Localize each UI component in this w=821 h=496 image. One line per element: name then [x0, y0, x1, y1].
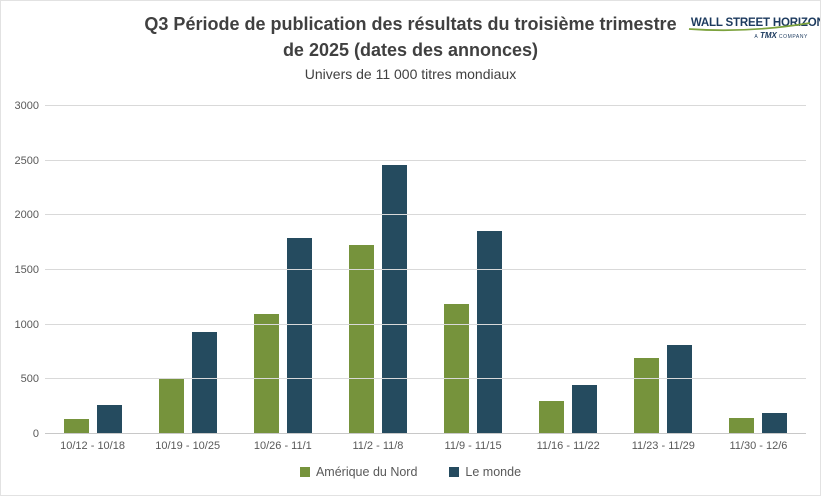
- legend-swatch: [449, 467, 460, 477]
- logo-tagline: A TMX COMPANY: [686, 31, 808, 40]
- logo-tagline-a: A: [754, 34, 760, 40]
- bar-le-monde: [96, 405, 122, 434]
- legend: Amérique du Nord Le monde: [1, 465, 820, 479]
- logo-tagline-tmx: TMX: [760, 31, 777, 40]
- bar-group: [711, 106, 806, 434]
- legend-item: Le monde: [449, 465, 521, 479]
- title-block: Q3 Période de publication des résultats …: [1, 11, 820, 83]
- bar-group: [140, 106, 235, 434]
- gridline: [45, 378, 806, 380]
- y-axis-tick-label: 500: [20, 373, 39, 386]
- x-axis-label: 10/19 - 10/25: [155, 440, 221, 452]
- gridline: [45, 105, 806, 106]
- wall-street-horizon-logo: WALL STREET HORIZON A TMX COMPANY: [686, 15, 820, 40]
- legend-item: Amérique du Nord: [299, 465, 418, 479]
- bar-group: [616, 106, 711, 434]
- legend-swatch: [299, 467, 310, 477]
- bar-le-monde: [286, 238, 312, 434]
- bar-am-rique-du-nord: [444, 303, 470, 434]
- x-axis-label: 10/12 - 10/18: [60, 440, 125, 452]
- bar-groups: [45, 106, 806, 434]
- gridline: [45, 269, 806, 270]
- bar-le-monde: [667, 344, 693, 434]
- legend-label: Le monde: [465, 465, 522, 479]
- bar-am-rique-du-nord: [539, 401, 565, 434]
- x-axis-label: 11/2 - 11/8: [352, 440, 404, 452]
- bar-am-rique-du-nord: [634, 358, 660, 434]
- bar-am-rique-du-nord: [253, 314, 279, 434]
- bar-le-monde: [572, 384, 598, 434]
- bar-le-monde: [191, 331, 217, 434]
- x-axis-label: 10/26 - 11/1: [253, 440, 312, 452]
- y-axis-tick-label: 0: [32, 428, 39, 440]
- bar-am-rique-du-nord: [348, 245, 374, 434]
- y-axis-tick-label: 1000: [14, 318, 39, 331]
- y-axis-labels: 0 500 1000 1500 2000 2500 3000: [1, 100, 39, 440]
- bar-am-rique-du-nord: [158, 378, 184, 434]
- x-axis-label: 11/9 - 11/15: [444, 440, 502, 452]
- bar-group: [235, 106, 330, 434]
- bar-group: [521, 106, 616, 434]
- logo-tagline-company: COMPANY: [776, 34, 808, 40]
- logo-brand-label: WALL STREET HORIZON: [690, 15, 821, 29]
- bar-am-rique-du-nord: [729, 417, 755, 434]
- bar-group: [426, 106, 521, 434]
- x-axis-labels: 10/12 - 10/18 10/19 - 10/25 10/26 - 11/1 11…: [45, 440, 806, 452]
- x-axis-line: [45, 433, 806, 434]
- y-axis-tick-label: 2500: [14, 154, 39, 167]
- gridline: [45, 214, 806, 216]
- bar-group: [330, 106, 425, 434]
- bar-group: [45, 106, 140, 434]
- plot-area: [45, 105, 806, 434]
- y-axis-tick-label: 1500: [14, 264, 39, 276]
- y-axis-tick-label: 3000: [14, 100, 39, 112]
- chart-subtitle: Univers de 11 000 titres mondiaux: [304, 66, 517, 82]
- bar-le-monde: [762, 413, 788, 434]
- legend-label: Amérique du Nord: [315, 465, 418, 479]
- bar-le-monde: [381, 165, 407, 434]
- y-axis-tick-label: 2000: [14, 209, 39, 222]
- chart-title: Q3 Période de publication des résultats …: [144, 14, 677, 60]
- logo-brand-text: WALL STREET HORIZON: [688, 15, 820, 32]
- x-axis-label: 11/30 - 12/6: [729, 440, 788, 452]
- gridline: [45, 159, 806, 161]
- x-axis-label: 11/23 - 11/29: [631, 440, 695, 452]
- bar-am-rique-du-nord: [63, 418, 89, 434]
- x-axis-label: 11/16 - 11/22: [536, 440, 600, 452]
- bar-le-monde: [477, 231, 503, 434]
- gridline: [45, 323, 806, 325]
